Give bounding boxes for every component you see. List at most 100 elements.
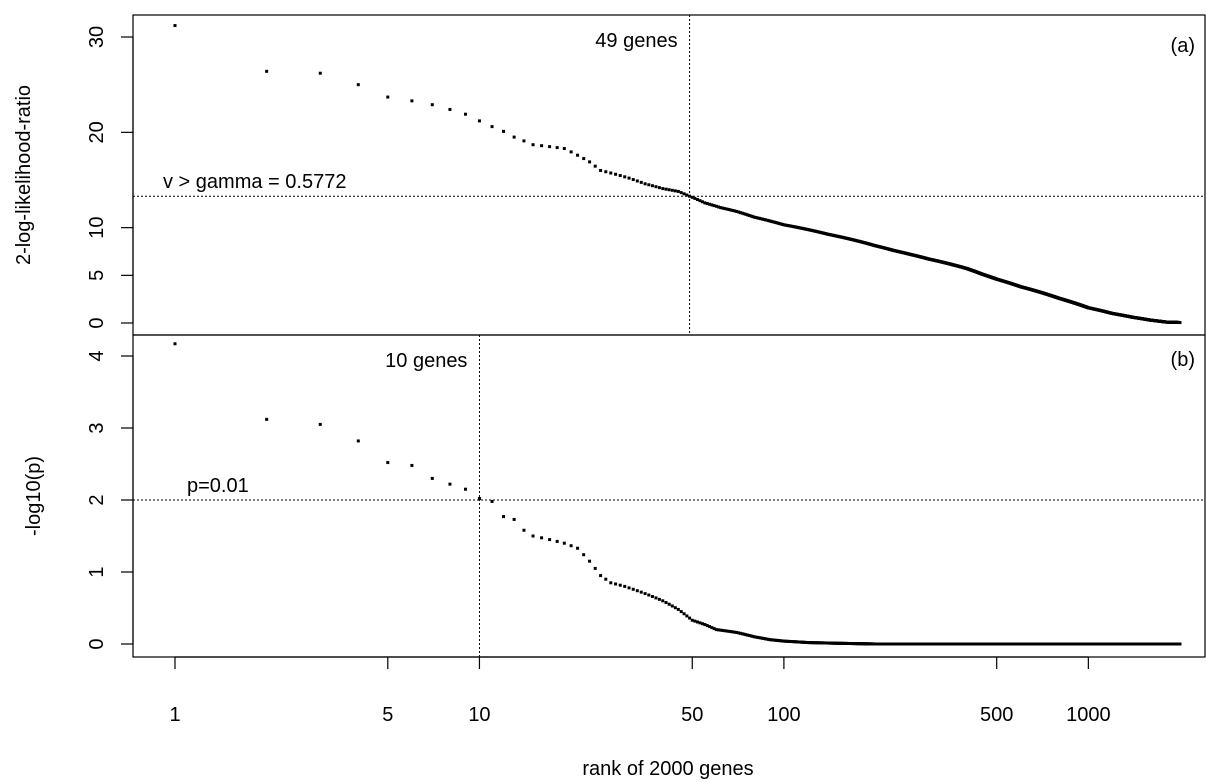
- panel-a-point: [763, 218, 767, 222]
- panel-a-point: [555, 146, 559, 150]
- panel-a-point: [664, 187, 668, 191]
- panel-b-marks: [133, 335, 1205, 657]
- panel-a-point: [721, 206, 725, 210]
- panel-a-y-tick-label: 10: [86, 217, 108, 239]
- panel-b-point: [654, 596, 658, 600]
- panel-b-y-tick-label: 3: [86, 422, 108, 433]
- panel-b-point: [609, 581, 613, 585]
- panel-a-point: [766, 219, 770, 223]
- panel-a-point: [746, 213, 750, 217]
- panel-a-point: [410, 99, 414, 103]
- x-tick-label: 1: [169, 704, 180, 726]
- panel-b-threshold-label: p=0.01: [187, 475, 249, 497]
- x-tick-label: 500: [980, 704, 1013, 726]
- panel-b: 0 1 2 3 4 1 5 10 50 100 500 1000 (b) 10 genes p=0.…: [23, 334, 1206, 780]
- panel-b-point: [599, 574, 603, 578]
- panel-a: 0 5 10 20 30 (a) 49 genes v > gamma = 0.5772…: [13, 14, 1206, 336]
- panel-b-point: [604, 577, 608, 581]
- panel-b-point: [740, 632, 744, 636]
- panel-a-point: [751, 215, 755, 219]
- panel-a-point: [609, 171, 613, 175]
- panel-a-point: [760, 217, 764, 221]
- panel-b-point: [754, 635, 758, 639]
- panel-b-point: [318, 422, 322, 426]
- panel-b-point: [464, 487, 468, 491]
- panel-b-point: [725, 629, 729, 633]
- panel-a-point: [477, 119, 481, 123]
- panel-a-point: [762, 217, 766, 221]
- panel-a-point: [356, 83, 360, 87]
- panel-a-point: [757, 216, 761, 220]
- panel-a-point: [676, 189, 680, 193]
- panel-b-point: [731, 630, 735, 634]
- panel-a-point: [695, 198, 699, 202]
- panel-a-point: [747, 213, 751, 217]
- panel-b-point: [614, 582, 618, 586]
- panel-b-point: [682, 612, 686, 616]
- panel-b-point: [712, 627, 716, 631]
- panel-b-point: [727, 629, 731, 633]
- panel-a-point: [643, 182, 647, 186]
- panel-a-point: [627, 176, 631, 180]
- panel-a-point: [588, 160, 592, 164]
- panel-b-point: [719, 628, 723, 632]
- x-axis: 1 5 10 50 100 500 1000: [169, 656, 1111, 726]
- panel-a-point: [727, 208, 731, 212]
- panel-a-point: [754, 216, 758, 220]
- panel-a-point: [712, 204, 716, 208]
- panel-b-point: [576, 546, 580, 550]
- panel-a-point: [650, 184, 654, 188]
- panel-b-point: [781, 639, 785, 643]
- panel-a-point: [654, 185, 658, 189]
- panel-a-point: [825, 232, 829, 236]
- panel-b-point: [623, 584, 627, 588]
- panel-a-point: [735, 209, 739, 213]
- panel-b-point: [746, 633, 750, 637]
- panel-b-point: [873, 642, 877, 646]
- panel-a-point: [639, 180, 643, 184]
- panel-b-point: [708, 625, 712, 629]
- panel-b-point: [639, 590, 643, 594]
- panel-b-point: [173, 342, 177, 346]
- panel-a-point: [430, 103, 434, 107]
- panel-a-marks: [133, 15, 1205, 335]
- panel-a-point: [742, 212, 746, 216]
- panel-b-point: [835, 641, 839, 645]
- panel-a-point: [690, 195, 694, 199]
- panel-a-point: [604, 170, 608, 174]
- panel-b-point: [700, 622, 704, 626]
- panel-b-point: [757, 636, 761, 640]
- panel-a-y-axis: 0 5 10 20 30: [86, 26, 134, 329]
- panel-a-point: [562, 147, 566, 151]
- panel-b-point: [752, 635, 756, 639]
- panel-a-point: [759, 217, 763, 221]
- panel-a-point: [657, 186, 661, 190]
- panel-b-point: [661, 599, 665, 603]
- panel-b-y-axis: 0 1 2 3 4: [86, 350, 134, 650]
- panel-b-point: [555, 539, 559, 543]
- panel-b-point: [751, 634, 755, 638]
- panel-b-point: [805, 640, 809, 644]
- x-tick-label: 100: [767, 704, 800, 726]
- panel-a-point: [733, 209, 737, 213]
- panel-b-point: [490, 499, 494, 503]
- panel-a-cutoff-label: 49 genes: [595, 30, 677, 52]
- panel-a-point: [682, 192, 686, 196]
- panel-b-cutoff-label: 10 genes: [385, 350, 467, 372]
- panel-b-point: [690, 618, 694, 622]
- panel-a-point: [719, 206, 723, 210]
- panel-a-y-tick-label: 5: [86, 270, 108, 281]
- panel-a-point: [318, 71, 322, 75]
- panel-b-point: [729, 630, 733, 634]
- panel-b-point: [657, 597, 661, 601]
- panel-b-point: [410, 463, 414, 467]
- x-tick-label: 10: [468, 704, 490, 726]
- panel-b-point: [1039, 642, 1043, 646]
- panel-b-point: [717, 628, 721, 632]
- x-tick-label: 5: [382, 704, 393, 726]
- panel-b-point: [593, 566, 597, 570]
- panel-b-point: [618, 583, 622, 587]
- panel-a-point: [490, 125, 494, 129]
- panel-a-point: [599, 168, 603, 172]
